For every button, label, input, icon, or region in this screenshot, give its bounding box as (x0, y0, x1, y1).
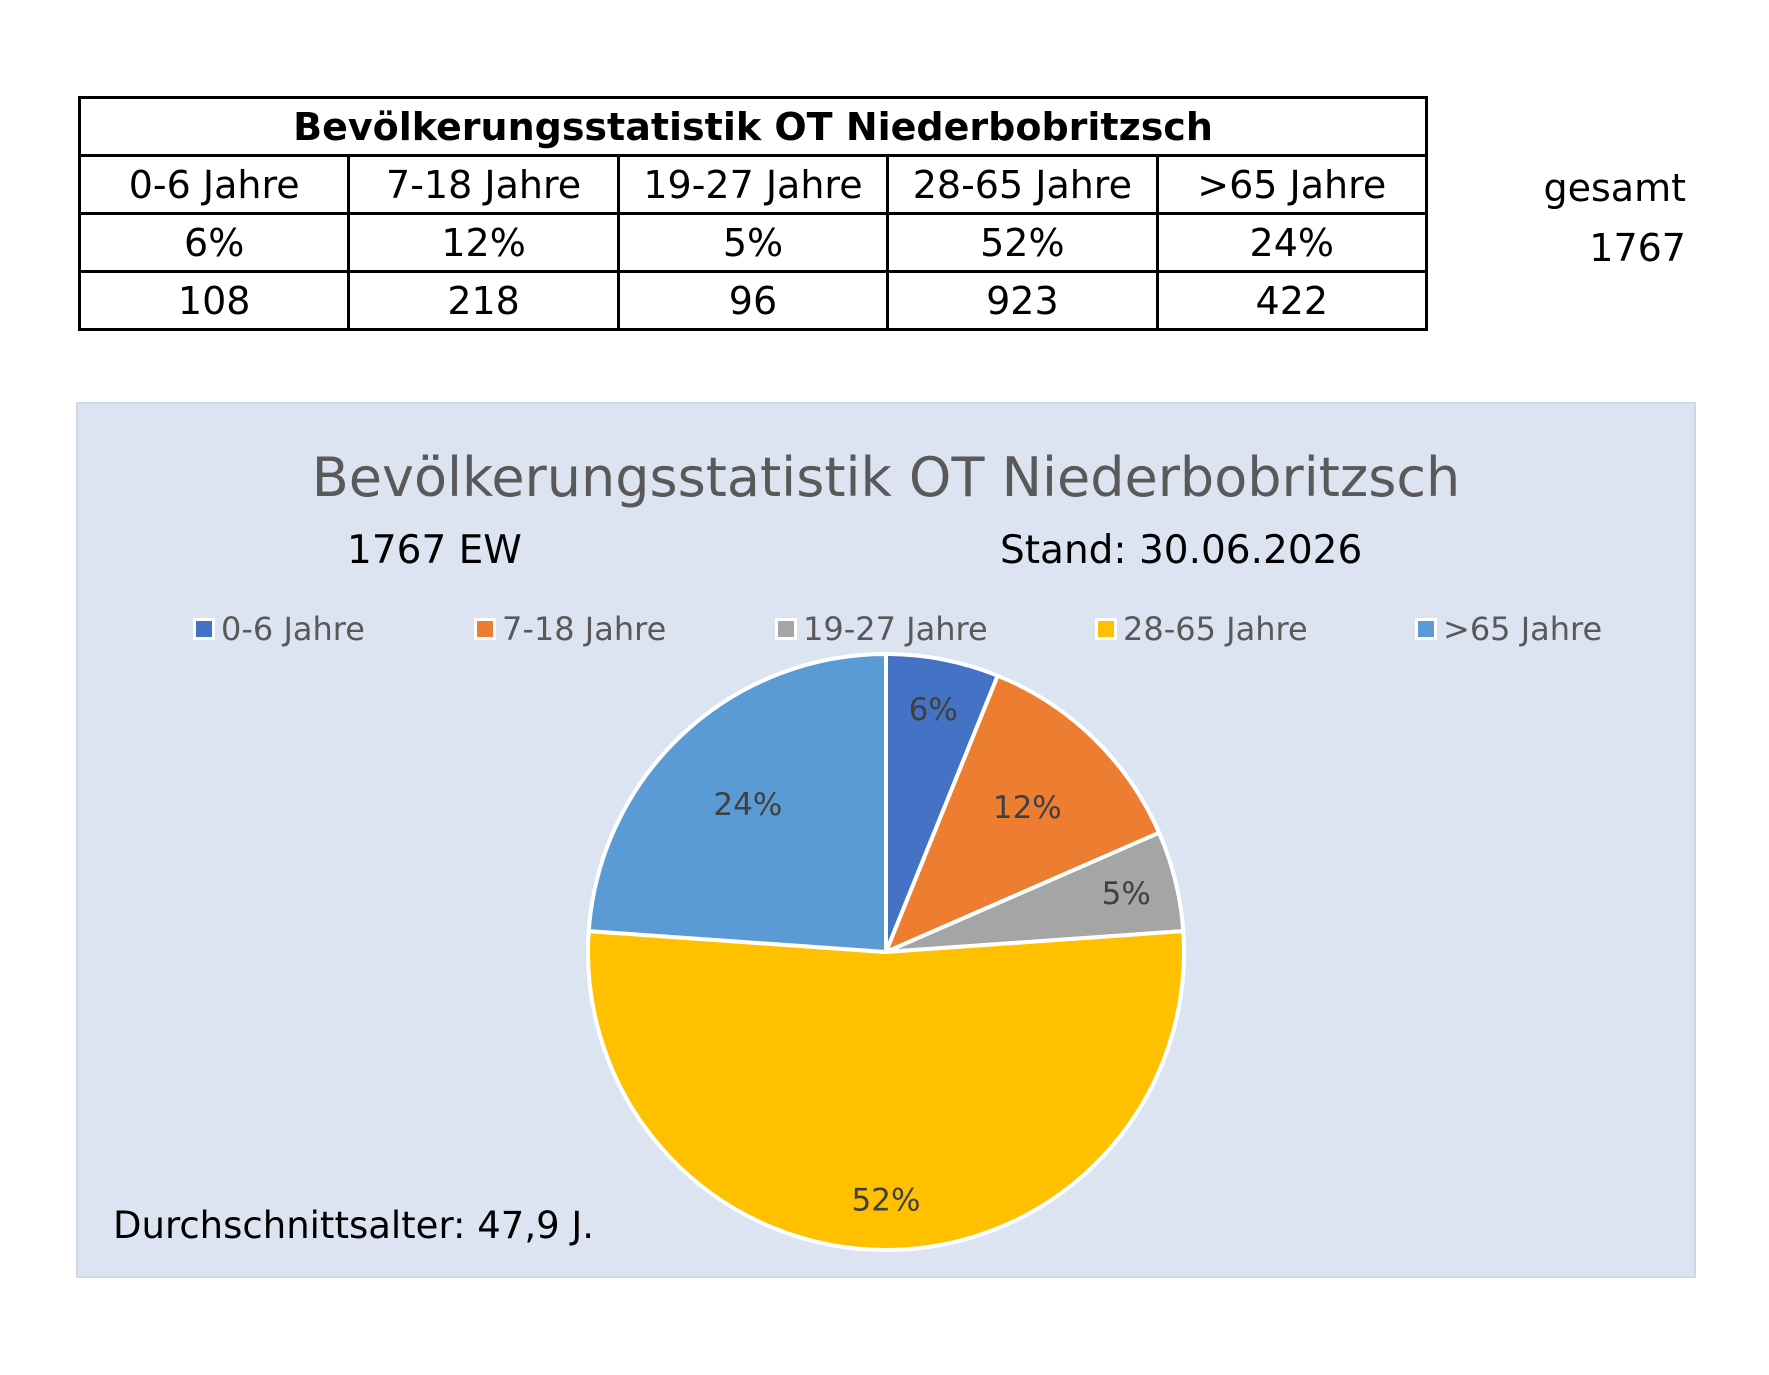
legend-swatch (775, 618, 797, 640)
percent-cell: 5% (616, 212, 890, 273)
legend-label: 7-18 Jahre (502, 610, 667, 648)
date-stand: Stand: 30.06.2026 (1000, 528, 1363, 573)
legend-label: 19-27 Jahre (803, 610, 988, 648)
table-header-row: 0-6 Jahre 7-18 Jahre 19-27 Jahre 28-65 J… (77, 154, 1429, 215)
legend-swatch (1415, 618, 1437, 640)
total-value: 1767 (1589, 226, 1686, 270)
average-age: Durchschnittsalter: 47,9 J. (113, 1204, 595, 1247)
count-cell: 923 (886, 270, 1159, 331)
header-cell: 28-65 Jahre (886, 154, 1159, 215)
count-cell: 108 (77, 270, 351, 331)
pie-chart: 6% 12% 5% 52% 24% (586, 651, 1186, 1252)
count-row: 108 218 96 923 422 (77, 270, 1429, 331)
count-cell: 96 (616, 270, 890, 331)
data-label: 24% (713, 787, 782, 823)
pie-slice (586, 651, 888, 955)
total-label: gesamt (1543, 166, 1687, 210)
data-label: 5% (1102, 876, 1151, 912)
resident-count: 1767 EW (347, 528, 522, 573)
legend-item: 28-65 Jahre (1095, 610, 1308, 648)
percent-cell: 12% (347, 212, 620, 273)
percent-cell: 52% (886, 212, 1159, 273)
pie-slice (882, 673, 1162, 956)
data-label: 52% (852, 1182, 921, 1218)
legend-item: 19-27 Jahre (775, 610, 988, 648)
chart-panel: Bevölkerungsstatistik OT Niederbobritzsc… (76, 402, 1696, 1278)
table-title: Bevölkerungsstatistik OT Niederbobritzsc… (78, 96, 1428, 157)
count-cell: 218 (347, 270, 620, 331)
data-label: 12% (993, 790, 1062, 826)
legend-label: 28-65 Jahre (1123, 610, 1308, 648)
pie-slice (586, 928, 1186, 1252)
percent-cell: 24% (1155, 212, 1429, 273)
legend-swatch (474, 618, 496, 640)
data-label: 6% (909, 692, 958, 728)
percent-row: 6% 12% 5% 52% 24% (77, 212, 1429, 273)
count-cell: 422 (1155, 270, 1429, 331)
legend-item: 7-18 Jahre (474, 610, 666, 648)
percent-cell: 6% (77, 212, 351, 273)
legend-label: 0-6 Jahre (221, 610, 365, 648)
header-cell: 19-27 Jahre (616, 154, 890, 215)
chart-legend: 0-6 Jahre 7-18 Jahre 19-27 Jahre 28-65 J… (78, 610, 1694, 650)
legend-label: >65 Jahre (1443, 610, 1603, 648)
header-cell: >65 Jahre (1155, 154, 1429, 215)
legend-swatch (193, 618, 215, 640)
chart-title: Bevölkerungsstatistik OT Niederbobritzsc… (311, 446, 1461, 509)
legend-item: 0-6 Jahre (193, 610, 365, 648)
header-cell: 0-6 Jahre (77, 154, 351, 215)
legend-item: >65 Jahre (1415, 610, 1602, 648)
header-cell: 7-18 Jahre (347, 154, 620, 215)
legend-swatch (1095, 618, 1117, 640)
statistics-table: Bevölkerungsstatistik OT Niederbobritzsc… (77, 96, 1429, 331)
